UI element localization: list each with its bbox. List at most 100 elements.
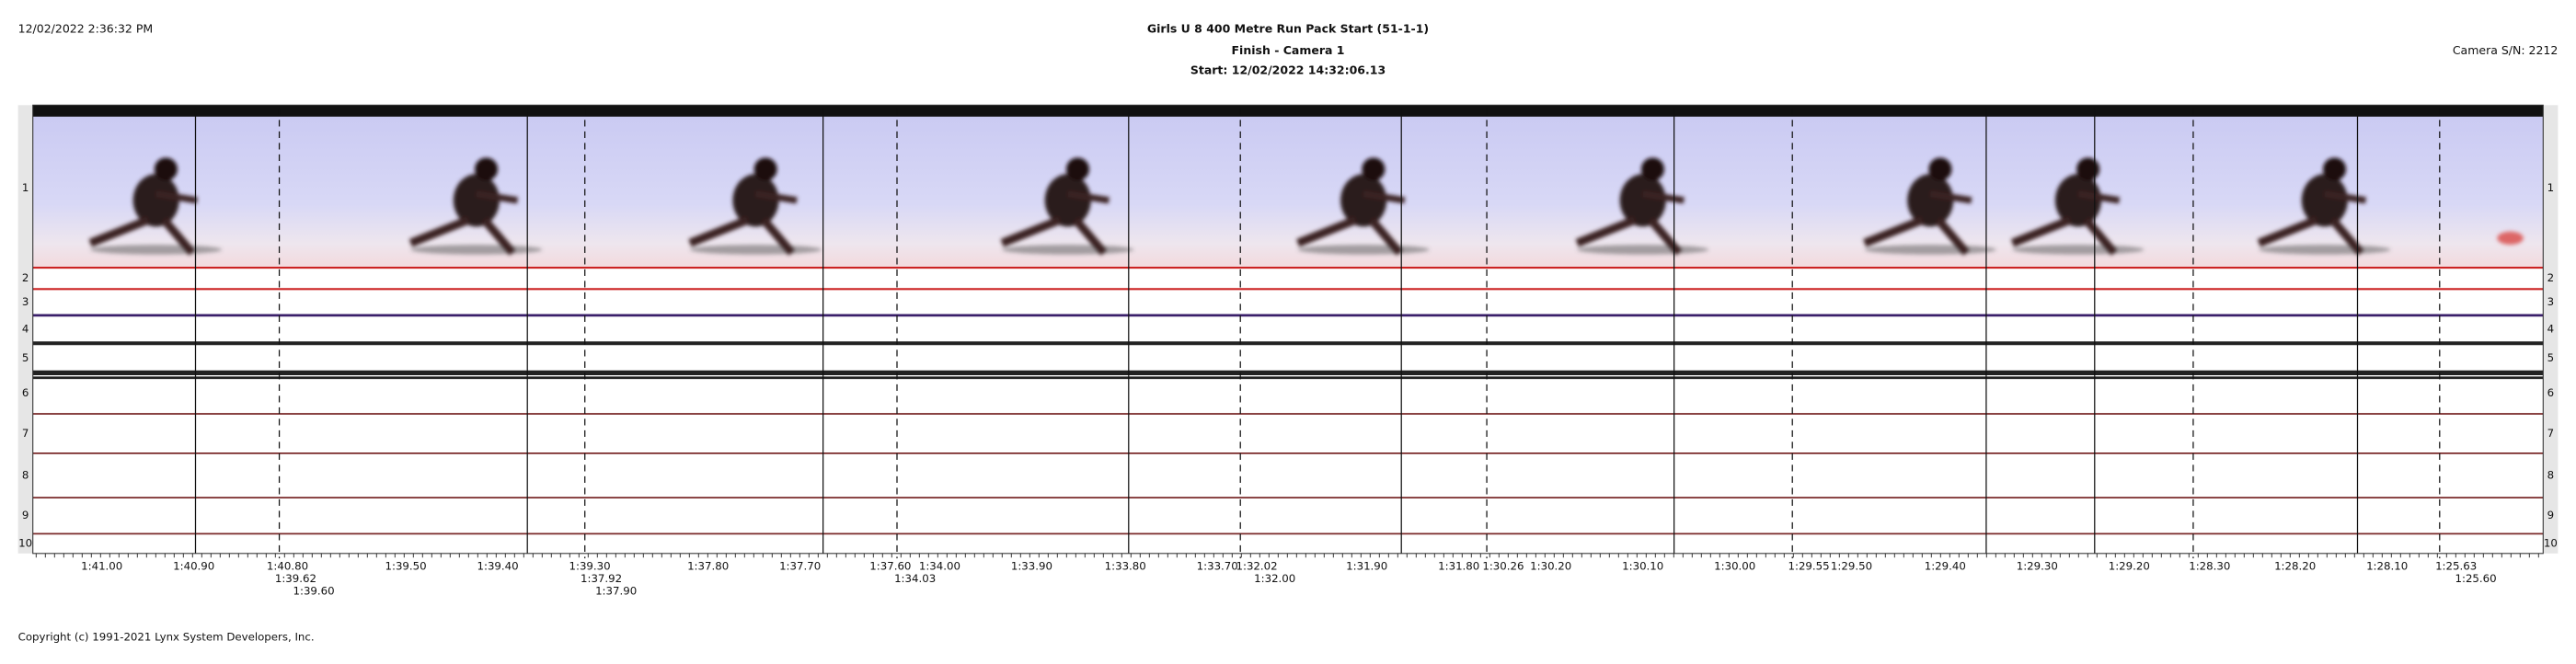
runner-torso — [1907, 174, 1954, 227]
photo-border — [32, 104, 2544, 555]
runner-torso — [1619, 174, 1666, 227]
runner-arm — [2077, 190, 2121, 204]
runner-arm — [754, 190, 798, 204]
runner-arm — [476, 190, 519, 204]
time-label: 1:40.90 — [173, 560, 214, 573]
runner-shadow — [1297, 245, 1430, 255]
runner-arm — [1929, 190, 1972, 204]
camera-serial: Camera S/N: 2212 — [2453, 43, 2559, 57]
time-label: 1:28.10 — [2366, 560, 2408, 573]
runner-shadow — [2012, 245, 2145, 255]
time-label: 1:37.90 — [595, 584, 637, 597]
lane-label: 2 — [22, 271, 29, 284]
runner-head — [1928, 157, 1952, 181]
time-label: 1:34.00 — [919, 560, 960, 573]
time-label: 1:34.03 — [894, 572, 936, 585]
time-label: 1:29.40 — [1925, 560, 1966, 573]
time-label: 1:39.40 — [477, 560, 519, 573]
time-label: 1:37.92 — [581, 572, 622, 585]
time-label: 1:30.26 — [1482, 560, 1524, 573]
time-label: 1:32.00 — [1254, 572, 1295, 585]
runner-head — [1362, 157, 1386, 181]
runner-legs — [688, 216, 796, 256]
lane-label: 10 — [18, 537, 32, 550]
time-label: 1:39.62 — [275, 572, 316, 585]
runner-head — [1640, 157, 1664, 181]
time-label: 1:30.20 — [1530, 560, 1571, 573]
lane-label: 3 — [22, 295, 29, 308]
lane-label: 1 — [2547, 181, 2555, 194]
runner-torso — [2301, 174, 2348, 227]
runner-head — [154, 157, 178, 181]
time-label: 1:39.50 — [385, 560, 427, 573]
runner-legs — [2010, 216, 2118, 256]
runner-torso — [132, 174, 179, 227]
runner-arm — [2324, 190, 2366, 204]
lane-label: 6 — [22, 386, 29, 399]
runner-shadow — [690, 245, 822, 255]
runner-head — [2076, 157, 2100, 181]
runner-arm — [1642, 190, 1685, 204]
runner-head — [753, 157, 777, 181]
runner-legs — [1000, 216, 1108, 256]
time-label: 1:29.50 — [1831, 560, 1872, 573]
runner-torso — [1340, 174, 1387, 227]
time-label: 1:31.80 — [1438, 560, 1479, 573]
runner-shadow — [410, 245, 543, 255]
runner-legs — [1296, 216, 1403, 256]
time-label: 1:25.63 — [2435, 560, 2477, 573]
runner-legs — [2257, 216, 2364, 256]
subtitle: Finish - Camera 1 — [1232, 43, 1345, 57]
lane-label: 10 — [2544, 537, 2558, 550]
time-label: 1:32.02 — [1236, 560, 1278, 573]
shoe — [2497, 231, 2524, 246]
time-label: 1:25.60 — [2455, 572, 2497, 585]
runner-torso — [453, 174, 500, 227]
runner-torso — [2054, 174, 2101, 227]
time-label: 1:28.30 — [2189, 560, 2230, 573]
runner-arm — [1363, 190, 1406, 204]
lane-label: 9 — [22, 509, 29, 521]
time-label: 1:29.55 — [1788, 560, 1830, 573]
lane-1-image — [32, 108, 2544, 269]
time-label: 1:31.90 — [1346, 560, 1387, 573]
lane-label: 6 — [2547, 386, 2555, 399]
time-label: 1:37.80 — [687, 560, 729, 573]
time-label: 1:40.80 — [267, 560, 308, 573]
timestamp: 12/02/2022 2:36:32 PM — [18, 22, 154, 36]
runner-arm — [1067, 190, 1110, 204]
copyright: Copyright (c) 1991-2021 Lynx System Deve… — [18, 630, 315, 643]
runner-shadow — [1577, 245, 1709, 255]
top-bar — [32, 105, 2544, 117]
time-label: 1:37.60 — [869, 560, 911, 573]
time-label: 1:30.00 — [1714, 560, 1755, 573]
runner-legs — [88, 216, 196, 256]
time-label: 1:33.90 — [1011, 560, 1052, 573]
lane-label: 7 — [22, 427, 29, 440]
lane-label: 8 — [22, 468, 29, 481]
lane-label: 1 — [22, 181, 29, 194]
runner-shadow — [90, 245, 223, 255]
lane-label: 4 — [2547, 323, 2555, 336]
time-label: 1:33.70 — [1197, 560, 1238, 573]
time-label: 1:39.60 — [293, 584, 335, 597]
lane-label: 2 — [2547, 271, 2555, 284]
lane-label: 8 — [2547, 468, 2555, 481]
time-label: 1:37.70 — [779, 560, 821, 573]
runner-shadow — [2259, 245, 2391, 255]
runners — [88, 157, 2524, 256]
runner-arm — [155, 190, 198, 204]
runner-head — [475, 157, 499, 181]
start-time: Start: 12/02/2022 14:32:06.13 — [1190, 63, 1386, 76]
time-label: 1:33.80 — [1105, 560, 1146, 573]
runner-head — [2323, 157, 2346, 181]
lane-label: 3 — [2547, 295, 2555, 308]
title: Girls U 8 400 Metre Run Pack Start (51-1… — [1147, 22, 1429, 36]
time-label: 1:28.20 — [2274, 560, 2316, 573]
time-label: 1:41.00 — [81, 560, 122, 573]
runner-shadow — [1864, 245, 1996, 255]
runner-head — [1065, 157, 1089, 181]
lane-label: 7 — [2547, 427, 2555, 440]
